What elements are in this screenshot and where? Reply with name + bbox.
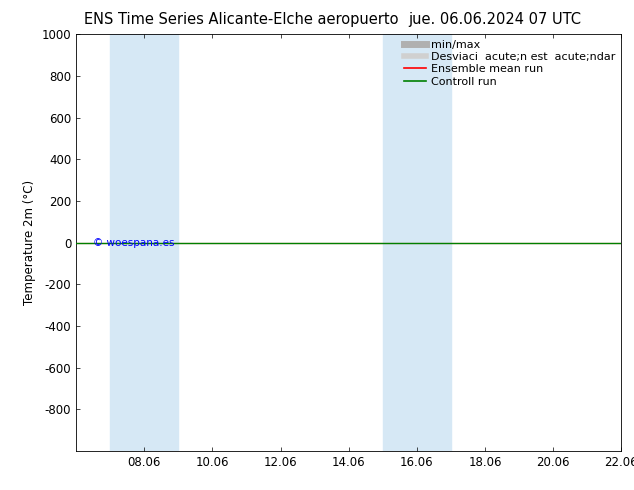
Y-axis label: Temperature 2m (°C): Temperature 2m (°C) [23,180,36,305]
Bar [383,34,451,451]
Legend: min/max, Desviaci  acute;n est  acute;ndar, Ensemble mean run, Controll run: min/max, Desviaci acute;n est acute;ndar… [404,40,616,87]
Bar [110,34,178,451]
Text: © woespana.es: © woespana.es [93,238,174,247]
Text: jue. 06.06.2024 07 UTC: jue. 06.06.2024 07 UTC [408,12,581,27]
Text: ENS Time Series Alicante-Elche aeropuerto: ENS Time Series Alicante-Elche aeropuert… [84,12,398,27]
